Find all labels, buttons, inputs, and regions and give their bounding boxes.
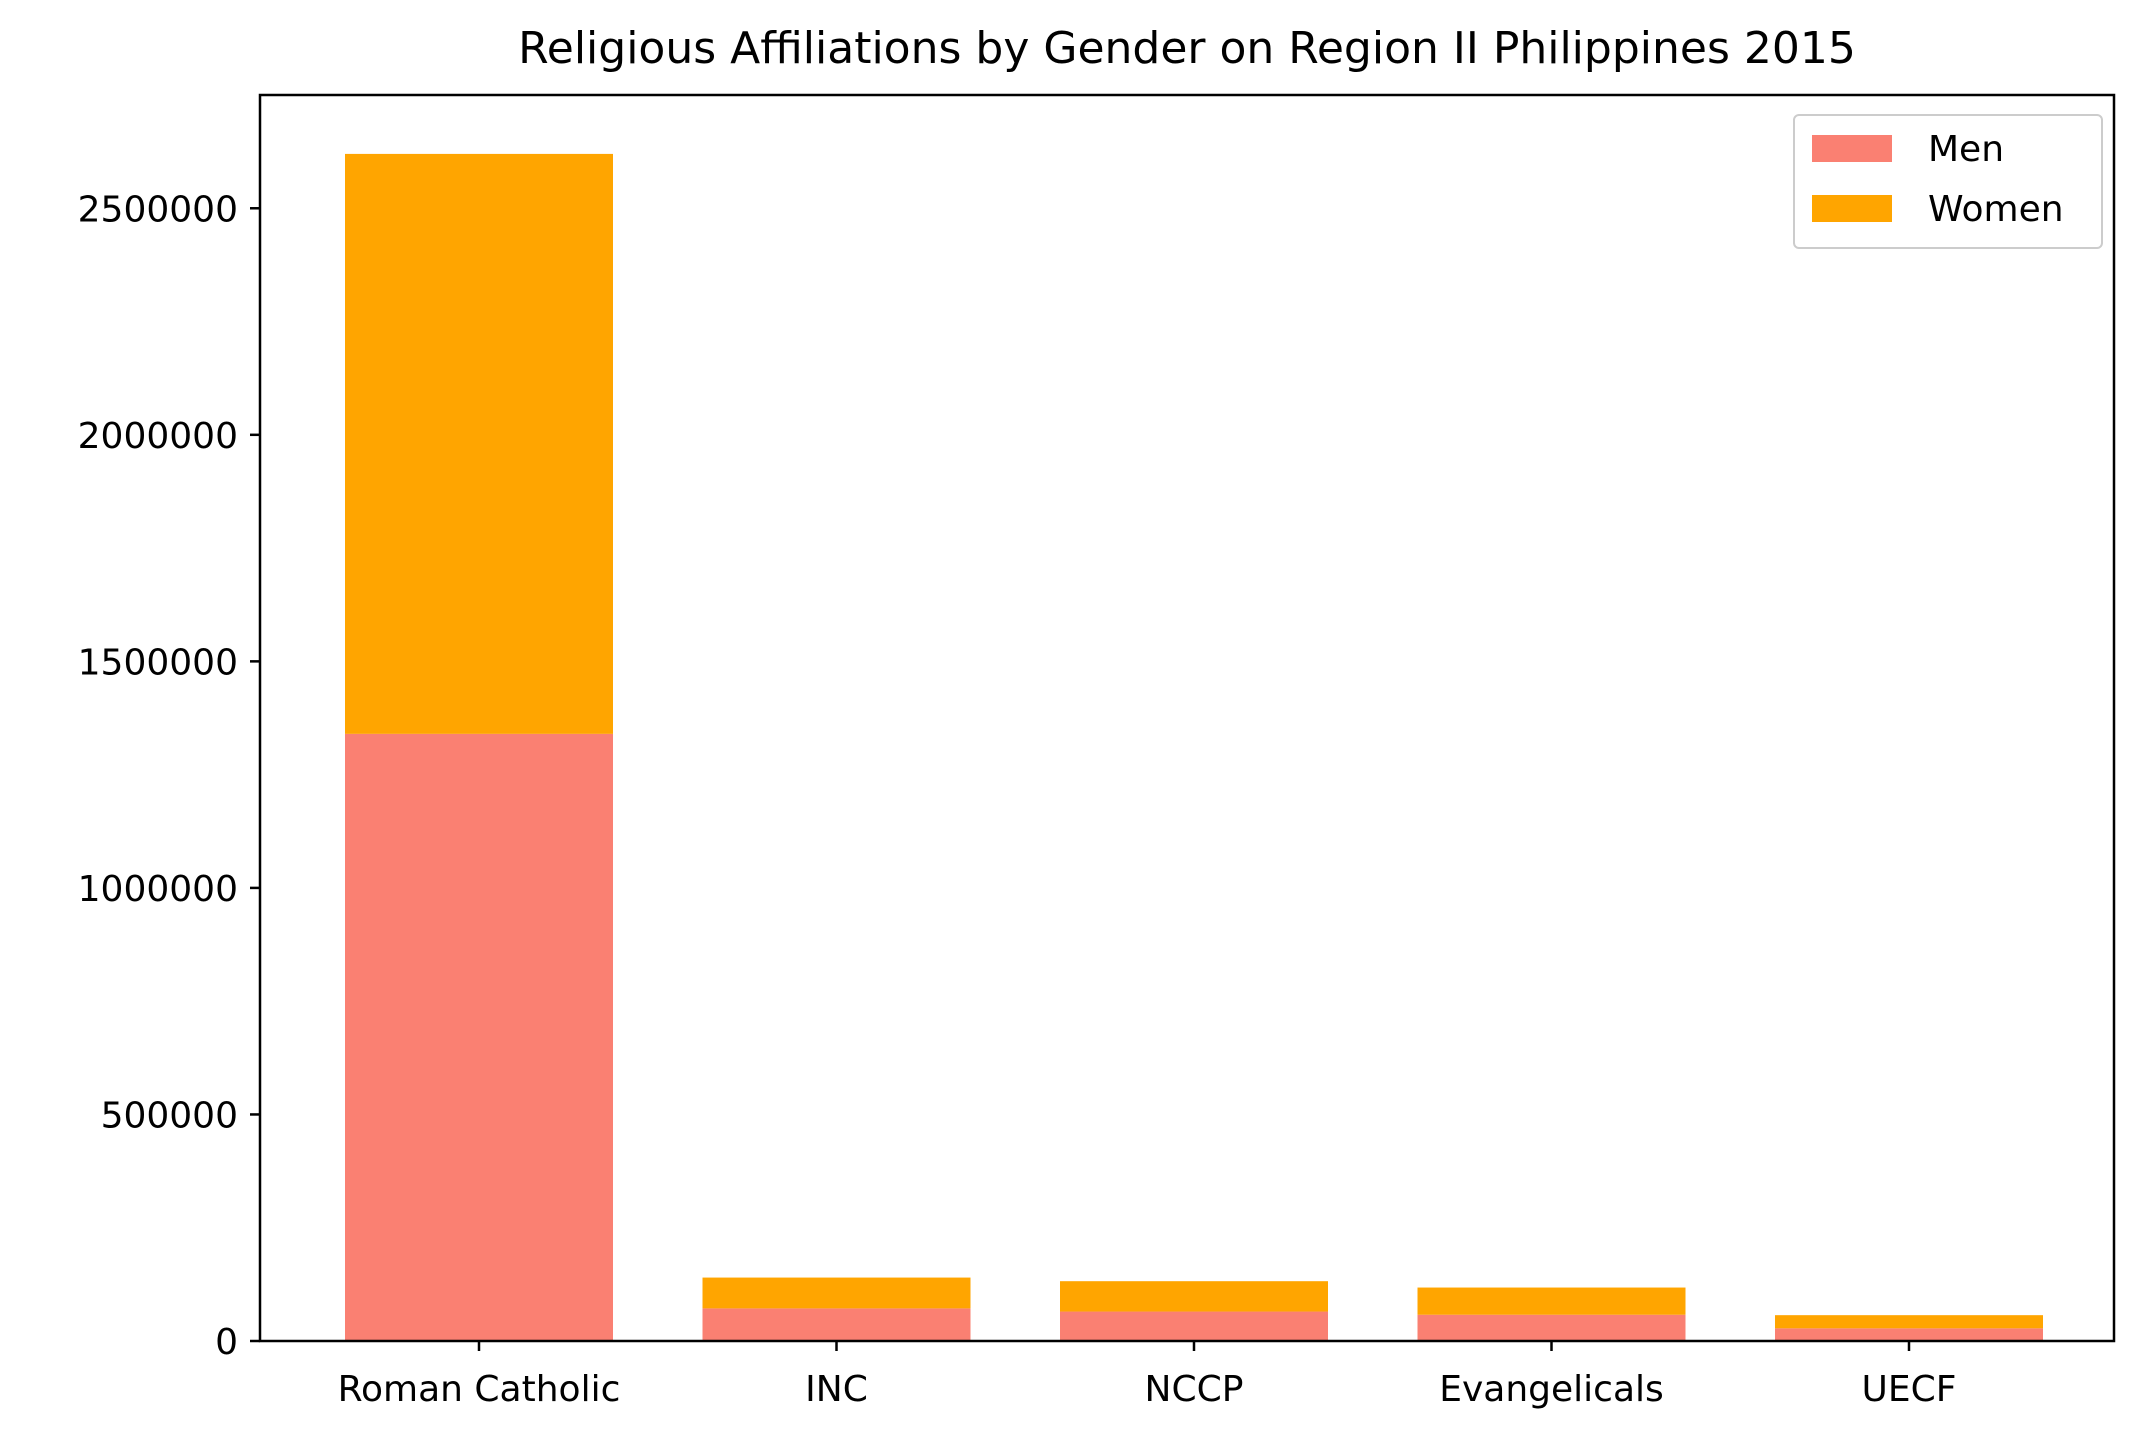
x-tick-label: Evangelicals [1439, 1369, 1664, 1410]
bar-women-roman-catholic [345, 153, 613, 734]
y-tick-label: 500000 [101, 1095, 238, 1136]
x-tick-label: Roman Catholic [338, 1369, 621, 1410]
bar-men-uecf [1775, 1328, 2043, 1341]
bars-layer [345, 153, 2043, 1341]
bar-men-roman-catholic [345, 733, 613, 1341]
bar-women-inc [702, 1277, 971, 1309]
y-tick-label: 1500000 [78, 642, 238, 683]
legend-label-men: Men [1928, 129, 2004, 170]
legend-swatch-men [1812, 135, 1892, 162]
chart-title: Religious Affiliations by Gender on Regi… [518, 23, 1856, 74]
y-axis: 0 500000 1000000 1500000 2000000 2500000 [78, 189, 260, 1363]
x-axis: Roman Catholic INC NCCP Evangelicals UECF [338, 1341, 1957, 1410]
bar-women-uecf [1775, 1315, 2043, 1329]
bar-women-evangelicals [1417, 1287, 1686, 1315]
plot-frame [258, 93, 2116, 1343]
bar-men-nccp [1060, 1311, 1328, 1341]
bar-men-evangelicals [1417, 1314, 1686, 1341]
legend-label-women: Women [1928, 189, 2064, 230]
y-tick-label: 2000000 [78, 416, 238, 457]
x-tick-label: UECF [1862, 1369, 1957, 1410]
bar-women-nccp [1060, 1281, 1328, 1312]
x-tick-label: INC [805, 1369, 868, 1410]
legend: Men Women [1793, 114, 2103, 249]
x-tick-label: NCCP [1145, 1369, 1244, 1410]
y-tick-label: 0 [215, 1322, 238, 1363]
y-tick-label: 1000000 [78, 869, 238, 910]
bar-men-inc [702, 1308, 971, 1341]
legend-swatch-women [1812, 195, 1892, 222]
y-tick-label: 2500000 [78, 189, 238, 230]
